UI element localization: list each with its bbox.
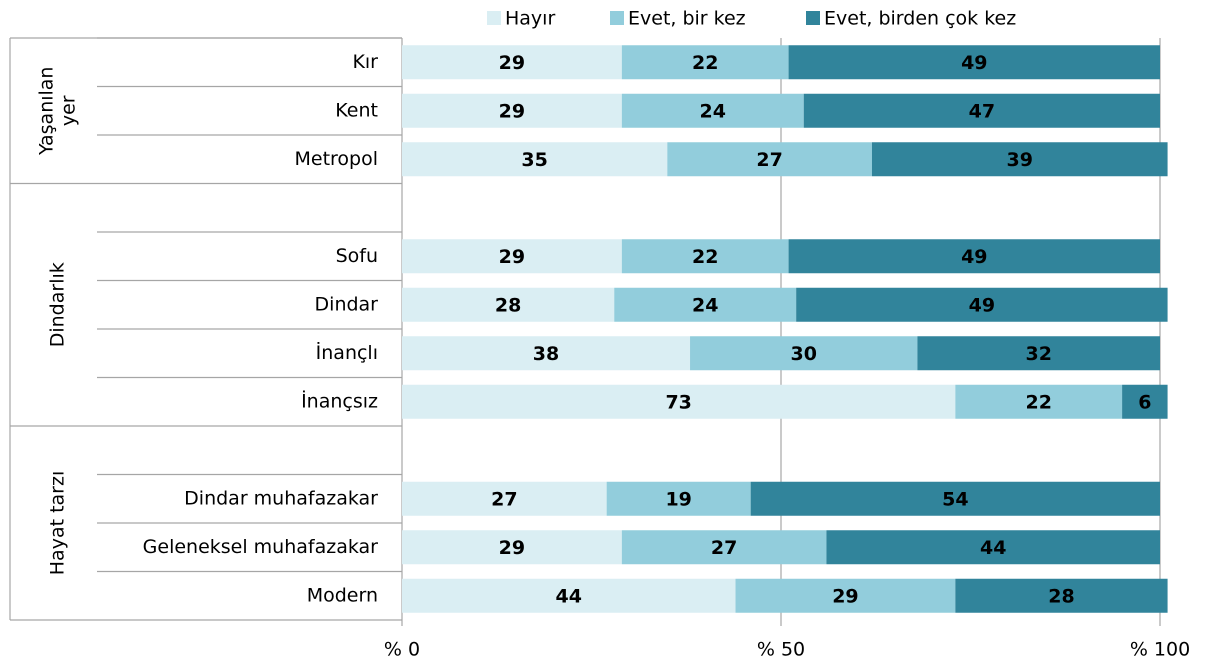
- value-label: 47: [969, 100, 995, 122]
- bar-segment: [621, 530, 827, 565]
- bar-segment: [735, 578, 956, 613]
- bar-segment: [621, 93, 804, 128]
- value-label: 32: [1025, 343, 1051, 365]
- group-label: Yaşanılan: [36, 67, 58, 156]
- value-label: 27: [711, 537, 737, 559]
- value-label: 44: [980, 537, 1006, 559]
- bar-segment: [621, 45, 789, 80]
- x-tick-label: % 0: [384, 639, 420, 661]
- bar-segment: [826, 530, 1160, 565]
- value-label: 29: [499, 246, 525, 268]
- value-label: 29: [499, 52, 525, 74]
- bar-segment: [871, 142, 1168, 177]
- bar-segment: [796, 287, 1168, 322]
- category-label: İnançlı: [316, 341, 378, 364]
- bar-segment: [402, 384, 956, 419]
- value-label: 49: [961, 246, 987, 268]
- value-label: 29: [499, 100, 525, 122]
- category-label: Kır: [352, 51, 378, 73]
- bar-segment: [614, 287, 797, 322]
- bar-segment: [402, 530, 622, 565]
- x-tick-label: % 50: [757, 639, 805, 661]
- value-label: 30: [791, 343, 817, 365]
- value-label: 29: [832, 585, 858, 607]
- value-label: 28: [495, 294, 521, 316]
- category-label: Dindar: [315, 293, 379, 315]
- bar-segment: [621, 239, 789, 274]
- legend-label: Hayır: [505, 8, 555, 30]
- bar-segment: [402, 287, 615, 322]
- bar-segment: [402, 578, 736, 613]
- bar-segment: [402, 481, 607, 516]
- value-label: 19: [665, 488, 691, 510]
- x-tick-label: % 100: [1130, 639, 1190, 661]
- bar-segment: [917, 336, 1160, 371]
- category-label: Metropol: [294, 148, 378, 170]
- bar-segment: [402, 336, 691, 371]
- value-label: 24: [700, 100, 726, 122]
- category-label: Sofu: [336, 245, 378, 267]
- bar-segment: [1122, 384, 1168, 419]
- value-label: 44: [556, 585, 582, 607]
- category-label: Dindar muhafazakar: [184, 487, 378, 509]
- value-label: 22: [692, 52, 718, 74]
- value-label: 39: [1007, 149, 1033, 171]
- group-label: yer: [58, 95, 80, 126]
- value-label: 73: [665, 391, 691, 413]
- category-label: Kent: [335, 99, 378, 121]
- value-label: 38: [533, 343, 559, 365]
- value-label: 22: [1025, 391, 1051, 413]
- bar-segment: [955, 384, 1123, 419]
- bar-segment: [606, 481, 751, 516]
- category-label: Modern: [307, 584, 378, 606]
- group-label: Dindarlık: [47, 262, 69, 347]
- value-label: 6: [1138, 391, 1151, 413]
- value-label: 24: [692, 294, 718, 316]
- legend-swatch: [610, 11, 624, 25]
- legend-label: Evet, bir kez: [628, 8, 746, 30]
- value-label: 22: [692, 246, 718, 268]
- legend-swatch: [487, 11, 501, 25]
- bar-segment: [402, 45, 622, 80]
- value-label: 35: [521, 149, 547, 171]
- value-label: 49: [969, 294, 995, 316]
- bar-segment: [788, 45, 1160, 80]
- bar-segment: [955, 578, 1168, 613]
- value-label: 27: [756, 149, 782, 171]
- bar-segment: [690, 336, 918, 371]
- legend-label: Evet, birden çok kez: [824, 8, 1016, 30]
- category-label: İnançsız: [301, 389, 378, 412]
- bar-segment: [788, 239, 1160, 274]
- legend-swatch: [806, 11, 820, 25]
- bar-segment: [402, 239, 622, 274]
- bar-segment: [803, 93, 1160, 128]
- group-label: Hayat tarzı: [47, 471, 69, 575]
- bar-segment: [750, 481, 1160, 516]
- category-label: Geleneksel muhafazakar: [143, 536, 379, 558]
- value-label: 27: [491, 488, 517, 510]
- bar-segment: [402, 93, 622, 128]
- bar-segment: [402, 142, 668, 177]
- bar-segment: [667, 142, 872, 177]
- value-label: 29: [499, 537, 525, 559]
- value-label: 49: [961, 52, 987, 74]
- value-label: 28: [1048, 585, 1074, 607]
- value-label: 54: [942, 488, 968, 510]
